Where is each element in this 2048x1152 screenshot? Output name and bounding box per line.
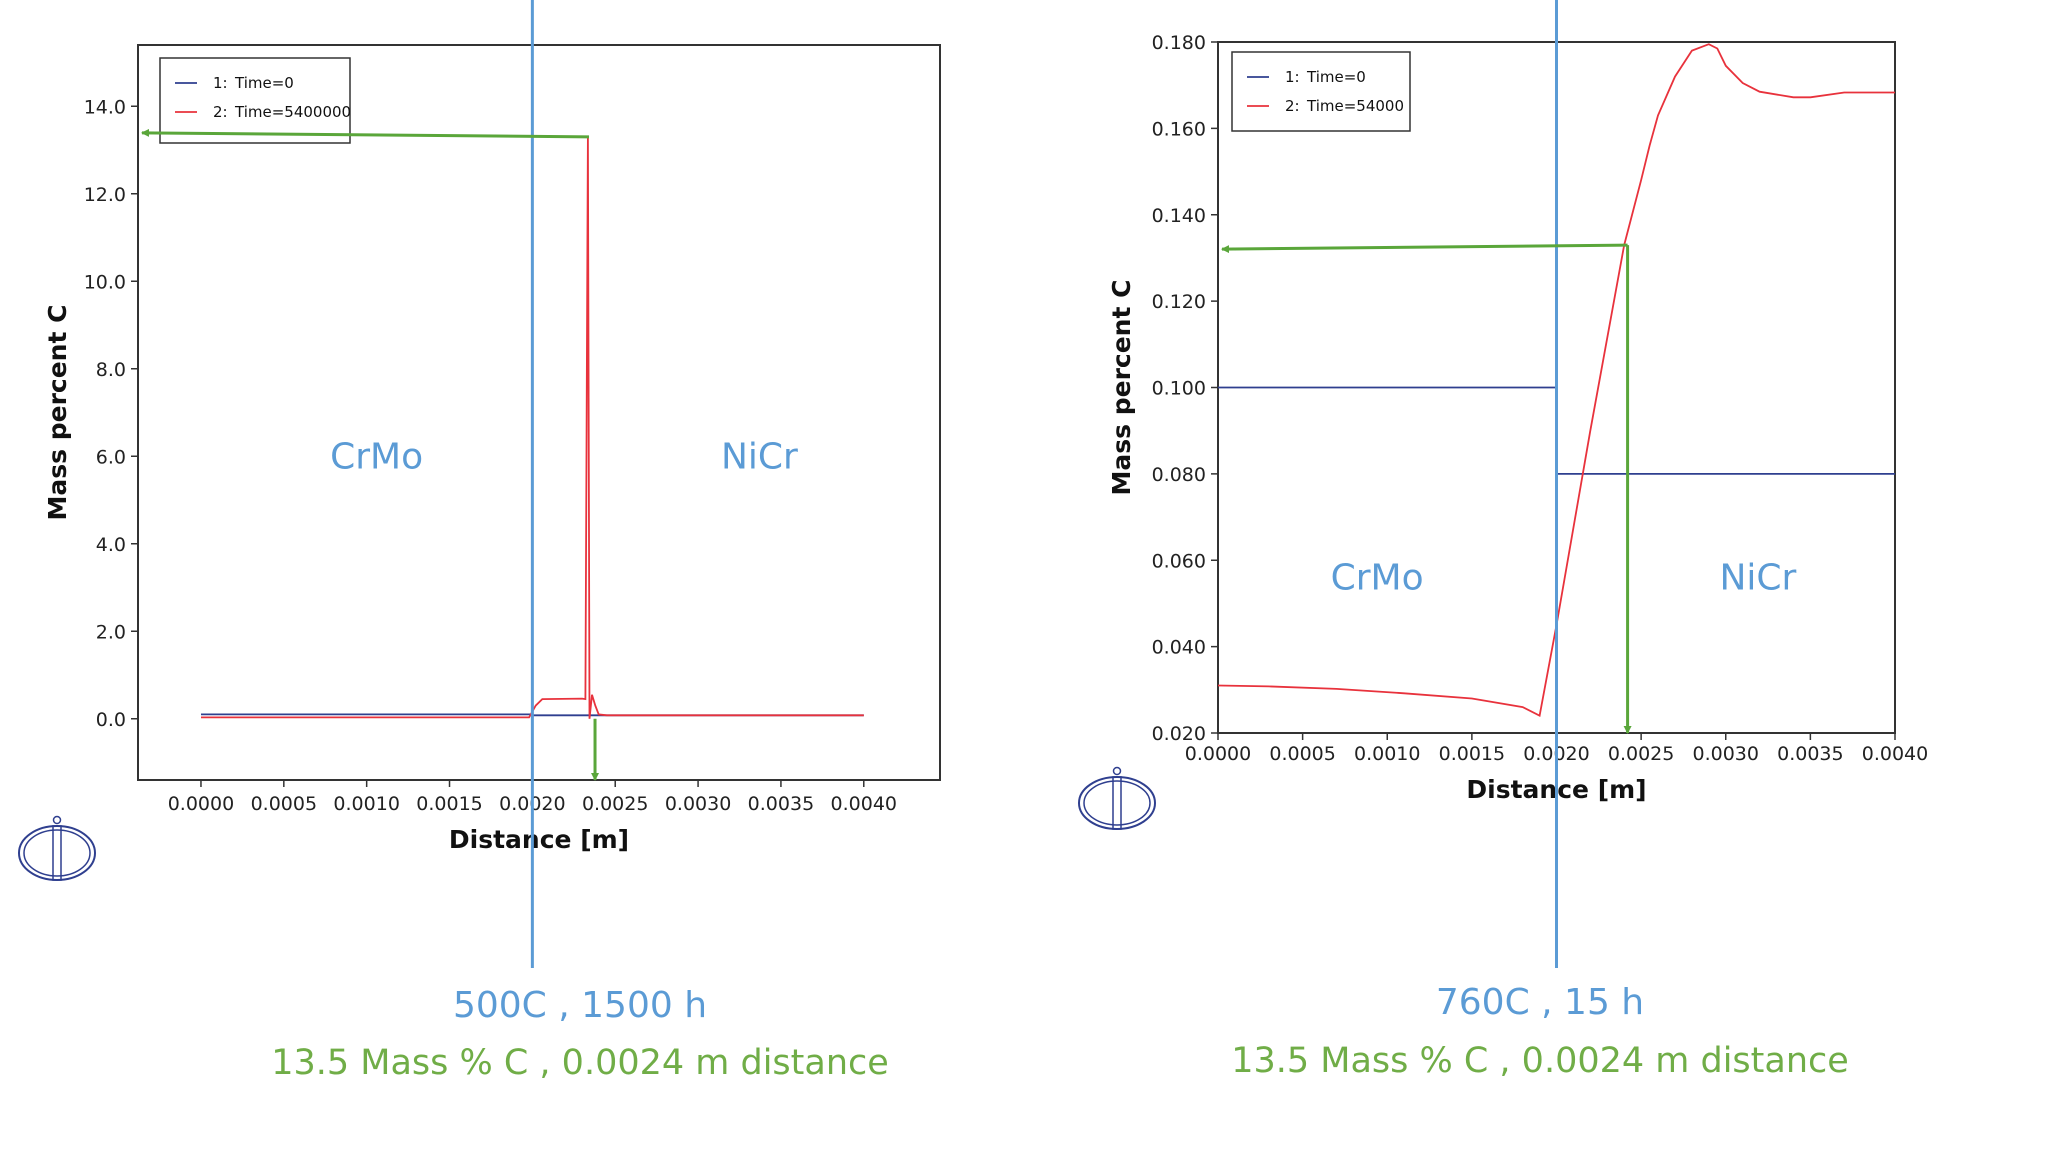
y-tick-label: 10.0	[84, 271, 126, 293]
x-tick-label: 0.0015	[1439, 743, 1505, 765]
plot-frame	[137, 44, 941, 781]
x-tick-label: 0.0000	[168, 793, 234, 815]
x-tick-label: 0.0035	[1777, 743, 1843, 765]
y-tick-label: 12.0	[84, 184, 126, 206]
legend-label-2: Time=5400000	[234, 103, 351, 121]
right-result-caption: 13.5 Mass % C , 0.0024 m distance	[1231, 1041, 1849, 1081]
region-label-nicr: NiCr	[721, 436, 798, 477]
y-tick-label: 0.160	[1152, 118, 1206, 140]
legend-box	[159, 57, 351, 144]
region-label-crmo: CrMo	[1331, 558, 1424, 599]
x-tick-label: 0.0025	[1608, 743, 1674, 765]
y-tick-label: 0.0	[96, 709, 126, 731]
x-axis-label: Distance [m]	[449, 825, 629, 854]
y-tick-label: 0.080	[1152, 464, 1206, 486]
legend-box	[1231, 51, 1411, 132]
region-label-nicr: NiCr	[1719, 558, 1796, 599]
y-tick-label: 0.040	[1152, 637, 1206, 659]
x-tick-label: 0.0025	[582, 793, 648, 815]
x-tick-label: 0.0040	[1862, 743, 1928, 765]
y-tick-label: 4.0	[96, 534, 126, 556]
series-line-2	[1217, 43, 1895, 718]
legend-number-1: 1:	[213, 74, 228, 92]
y-tick-label: 6.0	[96, 446, 126, 468]
logo-outer-ring	[1078, 776, 1156, 830]
y-tick-label: 0.180	[1152, 32, 1206, 54]
x-tick-label: 0.0040	[831, 793, 897, 815]
logo-inner-ring	[1083, 780, 1151, 826]
legend-label-2: Time=54000	[1306, 97, 1404, 115]
x-tick-label: 0.0015	[416, 793, 482, 815]
logo-dot	[52, 815, 62, 825]
logo-outer-ring	[18, 825, 96, 881]
legend-number-2: 2:	[213, 103, 228, 121]
y-tick-label: 2.0	[96, 621, 126, 643]
logo-bar	[1112, 776, 1122, 830]
region-label-crmo: CrMo	[330, 436, 423, 477]
x-tick-label: 0.0035	[748, 793, 814, 815]
legend-number-1: 1:	[1285, 68, 1300, 86]
logo-dot	[1112, 766, 1122, 776]
software-logo-icon	[1078, 766, 1156, 830]
left-condition-caption: 500C , 1500 h	[452, 985, 708, 1026]
logo-inner-ring	[23, 829, 91, 877]
legend-label-1: Time=0	[234, 74, 294, 92]
legend-label-1: Time=0	[1306, 68, 1366, 86]
y-tick-label: 0.140	[1152, 205, 1206, 227]
y-tick-label: 0.100	[1152, 378, 1206, 400]
y-tick-label: 8.0	[96, 359, 126, 381]
legend-number-2: 2:	[1285, 97, 1300, 115]
x-tick-label: 0.0000	[1185, 743, 1251, 765]
chart-500c: 0.00000.00050.00100.00150.00200.00250.00…	[43, 0, 941, 968]
x-tick-label: 0.0005	[251, 793, 317, 815]
logo-bar	[52, 825, 62, 881]
software-logo-icon	[18, 815, 96, 881]
arrow-to-y-axis	[1221, 243, 1628, 254]
y-axis-label: Mass percent C	[43, 305, 72, 521]
x-tick-label: 0.0030	[665, 793, 731, 815]
y-tick-label: 0.020	[1152, 723, 1206, 745]
x-tick-label: 0.0005	[1269, 743, 1335, 765]
left-result-caption: 13.5 Mass % C , 0.0024 m distance	[271, 1043, 889, 1083]
logos	[18, 766, 1156, 881]
y-tick-label: 14.0	[84, 96, 126, 118]
y-axis-label: Mass percent C	[1107, 280, 1136, 496]
y-tick-label: 0.060	[1152, 550, 1206, 572]
arrow-to-y-axis	[141, 128, 590, 139]
x-tick-label: 0.0010	[333, 793, 399, 815]
chart-760c: 0.00000.00050.00100.00150.00200.00250.00…	[1107, 0, 1928, 968]
x-tick-label: 0.0010	[1354, 743, 1420, 765]
y-tick-label: 0.120	[1152, 291, 1206, 313]
right-condition-caption: 760C , 15 h	[1435, 982, 1645, 1023]
x-tick-label: 0.0030	[1693, 743, 1759, 765]
